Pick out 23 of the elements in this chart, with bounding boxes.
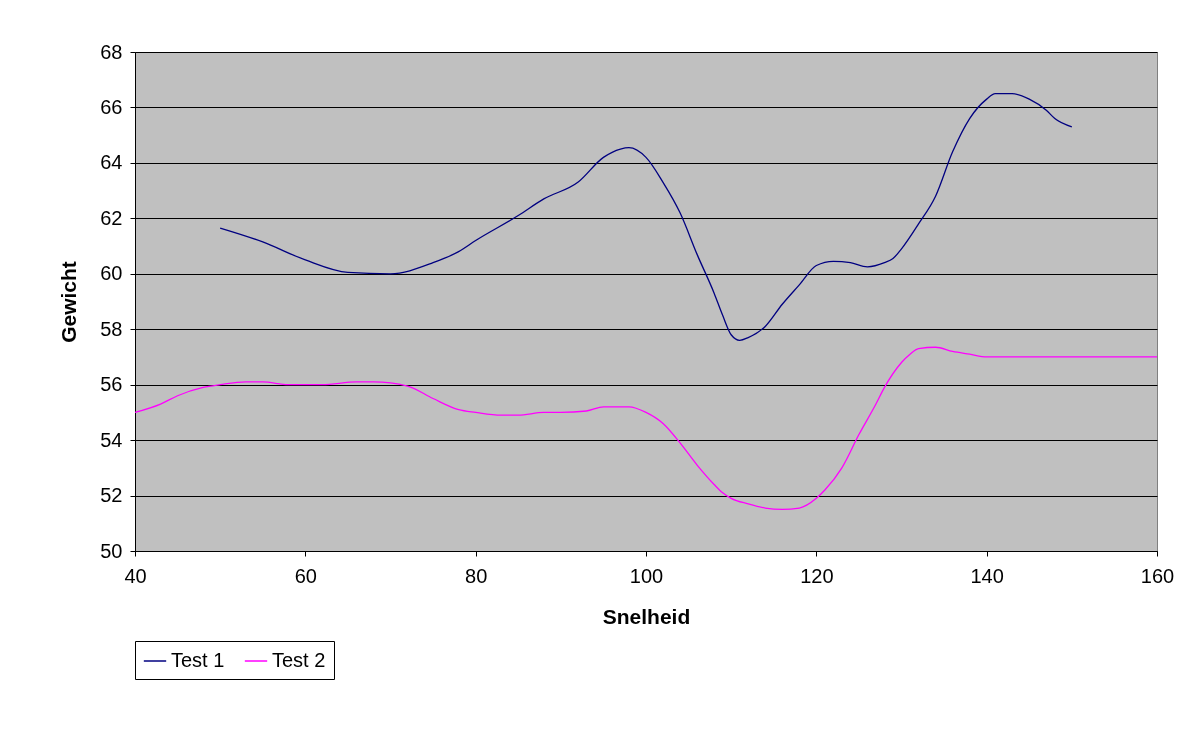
x-tick-label: 140: [970, 564, 1004, 587]
y-tick-label: 64: [100, 151, 123, 174]
y-tick-label: 54: [100, 428, 123, 451]
x-tick-label: 60: [294, 564, 317, 587]
x-tick-label: 120: [800, 564, 834, 587]
y-tick-label: 50: [100, 539, 123, 562]
x-tick-label: 40: [124, 564, 147, 587]
y-tick-label: 66: [100, 95, 123, 118]
legend-label: Test 1: [171, 649, 225, 671]
y-tick-label: 68: [100, 40, 123, 63]
y-tick-label: 62: [100, 206, 123, 229]
line-series: [219, 92, 1073, 341]
x-tick-label: 100: [629, 564, 664, 587]
x-tick-label: 160: [1140, 564, 1175, 587]
x-axis-title: Snelheid: [602, 604, 691, 628]
y-tick-label: 52: [100, 484, 123, 507]
legend-label: Test 2: [272, 649, 326, 671]
line-series: [134, 346, 1158, 511]
y-tick-label: 58: [100, 317, 123, 340]
y-axis-title: Gewicht: [57, 261, 81, 343]
y-tick-label: 60: [100, 262, 123, 285]
y-tick-label: 56: [100, 373, 123, 396]
x-tick-label: 80: [465, 564, 488, 587]
